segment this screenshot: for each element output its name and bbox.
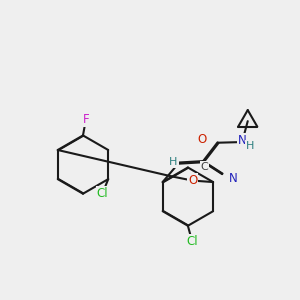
Text: Cl: Cl bbox=[97, 187, 108, 200]
Text: Cl: Cl bbox=[186, 235, 198, 248]
Text: F: F bbox=[82, 113, 89, 126]
Text: C: C bbox=[201, 162, 208, 172]
Text: O: O bbox=[188, 174, 197, 187]
Text: H: H bbox=[169, 157, 178, 167]
Text: O: O bbox=[197, 133, 207, 146]
Text: H: H bbox=[246, 141, 254, 151]
Text: N: N bbox=[229, 172, 238, 185]
Text: N: N bbox=[238, 134, 247, 147]
